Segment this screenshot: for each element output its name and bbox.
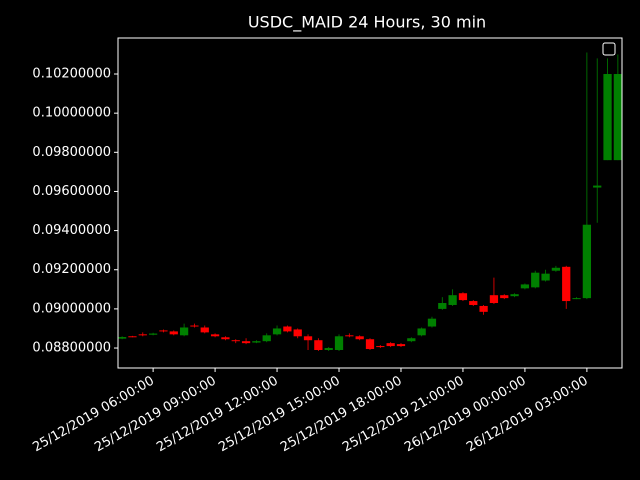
candle-body xyxy=(231,340,240,342)
candle-body xyxy=(345,335,354,337)
candle-body xyxy=(241,341,251,344)
candle-body xyxy=(210,334,220,337)
candle-body xyxy=(417,328,426,336)
candle-body xyxy=(355,336,364,340)
candle-body xyxy=(469,301,478,305)
candle-body xyxy=(221,337,230,340)
candle-body xyxy=(603,74,612,161)
candle-body xyxy=(531,272,540,288)
candle-body xyxy=(613,74,622,161)
candle-body xyxy=(572,298,581,300)
candle-body xyxy=(562,266,571,302)
candle-body xyxy=(448,295,457,305)
candle-body xyxy=(283,326,292,332)
candle-body xyxy=(303,336,313,341)
candle-body xyxy=(593,185,602,188)
y-tick-label: 0.09400000 xyxy=(32,223,111,238)
candle-body xyxy=(396,344,406,347)
candle-body xyxy=(190,325,199,327)
y-tick-label: 0.09200000 xyxy=(32,262,111,277)
candle-body xyxy=(179,327,189,336)
candle-body xyxy=(541,273,550,281)
y-tick-label: 0.10200000 xyxy=(32,67,111,82)
candle-body xyxy=(386,343,395,347)
y-tick-label: 0.08800000 xyxy=(32,341,111,356)
candle-body xyxy=(314,340,323,350)
y-tick-label: 0.10000000 xyxy=(32,106,111,121)
candle-body xyxy=(293,329,302,337)
candle-body xyxy=(148,333,158,335)
candle-body xyxy=(169,331,178,335)
chart-title: USDC_MAID 24 Hours, 30 min xyxy=(248,13,486,33)
candle-body xyxy=(407,338,416,342)
candle-body xyxy=(138,334,147,336)
candle-body xyxy=(438,303,447,309)
candle-body xyxy=(365,339,375,350)
candle-body xyxy=(118,337,127,339)
candle-body xyxy=(510,294,519,297)
candle-body xyxy=(582,224,592,299)
candle-body xyxy=(262,335,271,342)
candle-body xyxy=(427,318,437,327)
candle-body xyxy=(272,328,282,335)
candle-body xyxy=(128,336,137,338)
candle-body xyxy=(159,330,168,332)
candle-body xyxy=(458,293,468,301)
y-tick-label: 0.09600000 xyxy=(32,184,111,199)
y-tick-label: 0.09800000 xyxy=(32,145,111,160)
candle-body xyxy=(200,327,209,333)
plot-frame xyxy=(117,37,623,369)
candle-body xyxy=(500,295,509,299)
y-tick-label: 0.09000000 xyxy=(32,301,111,316)
candle-body xyxy=(324,348,333,350)
candle-body xyxy=(376,346,385,348)
candle-body xyxy=(551,267,561,271)
candle-body xyxy=(520,284,530,289)
legend-box xyxy=(602,42,616,56)
candle-body xyxy=(479,305,488,312)
candle-body xyxy=(489,295,499,304)
candle-body xyxy=(252,341,261,343)
candle-body xyxy=(334,336,344,350)
